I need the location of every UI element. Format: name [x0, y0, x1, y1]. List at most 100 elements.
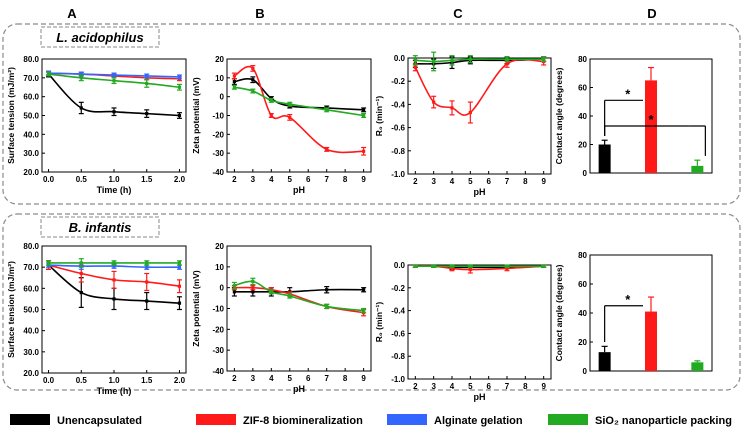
- y-tick-label: 30.0: [23, 348, 39, 357]
- y-tick-label: -0.4: [391, 100, 405, 109]
- x-tick-label: 2.0: [174, 175, 186, 184]
- data-point: [79, 290, 83, 295]
- data-point: [362, 113, 366, 118]
- plot-frame: [226, 245, 372, 372]
- x-tick-label: 1.5: [141, 175, 153, 184]
- data-point: [468, 264, 472, 268]
- x-tick-label: 0.5: [76, 175, 88, 184]
- y-tick-label: 40: [578, 112, 587, 121]
- data-point: [177, 261, 182, 265]
- data-point: [450, 58, 454, 62]
- data-point: [112, 261, 116, 265]
- x-tick-label: 4: [450, 177, 455, 186]
- x-tick-label: 7: [505, 382, 510, 391]
- x-tick-label: 9: [361, 374, 366, 383]
- plot-frame: [407, 57, 552, 175]
- y-tick-label: 40.0: [23, 327, 39, 336]
- y-tick-label: 20: [215, 242, 224, 251]
- y-tick-label: 60.0: [23, 284, 39, 293]
- data-point: [145, 74, 149, 78]
- data-point: [251, 286, 255, 290]
- y-tick-label: 70.0: [23, 74, 39, 83]
- legend-swatch: [10, 414, 50, 425]
- data-point: [145, 265, 149, 269]
- data-point: [362, 108, 366, 112]
- y-tick-label: 10: [215, 263, 224, 272]
- data-point: [288, 102, 292, 106]
- y-tick-label: 0.0: [394, 261, 406, 270]
- y-tick-label: 50.0: [23, 112, 39, 121]
- data-point: [251, 290, 255, 294]
- y-tick-label: 0: [583, 169, 588, 178]
- data-point: [413, 58, 417, 62]
- data-point: [362, 308, 366, 313]
- y-tick-label: -20: [212, 325, 224, 334]
- bar: [598, 352, 611, 371]
- row-label-box-1: [40, 26, 160, 48]
- y-tick-label: -0.6: [391, 124, 405, 133]
- data-point: [362, 149, 366, 153]
- legend: Unencapsulated ZIF-8 biomineralization Alg…: [10, 414, 732, 427]
- data-point: [145, 81, 149, 86]
- data-point: [79, 106, 83, 110]
- chart-D1: 0 20 40 60 80 Contact angle (degrees) * *: [554, 55, 713, 178]
- y-tick-label: 50.0: [23, 306, 39, 315]
- x-tick-label: 9: [361, 175, 366, 184]
- data-point: [542, 57, 546, 61]
- data-point: [288, 115, 292, 119]
- data-point: [269, 98, 273, 103]
- x-tick-label: 9: [541, 382, 546, 391]
- series-line: [234, 280, 364, 312]
- x-tick-label: 6: [486, 177, 491, 186]
- chart-D2: 0 20 40 60 80 Contact angle (degrees) *: [554, 251, 713, 376]
- y-tick-label: 60.0: [23, 93, 39, 102]
- data-point: [177, 301, 182, 305]
- x-axis-label: Time (h): [97, 386, 132, 396]
- data-point: [251, 89, 255, 93]
- y-axis-label: R₀ (min⁻¹): [374, 96, 384, 137]
- row-label-1: L. acidophilus: [56, 30, 143, 45]
- x-tick-label: 1.5: [141, 376, 153, 385]
- data-point: [269, 113, 273, 118]
- y-tick-label: 70.0: [23, 263, 39, 272]
- data-point: [232, 85, 236, 89]
- x-tick-label: 7: [324, 175, 329, 184]
- y-tick-label: 20: [578, 141, 587, 150]
- x-tick-label: 2: [232, 175, 237, 184]
- y-axis-label: Contact angle (degrees): [554, 67, 564, 164]
- data-point: [112, 264, 116, 268]
- y-tick-label: 80.0: [23, 55, 39, 64]
- data-point: [432, 59, 436, 64]
- y-tick-label: 20: [578, 338, 587, 347]
- series-line: [415, 58, 544, 63]
- x-tick-label: 0.0: [43, 376, 55, 385]
- y-axis-label: Surface tension (mJ/m²): [6, 261, 16, 358]
- data-point: [112, 278, 116, 282]
- y-tick-label: 0: [220, 284, 225, 293]
- x-axis-label: Time (h): [97, 185, 132, 195]
- row-panel-2: [2, 213, 741, 391]
- data-point: [79, 76, 83, 80]
- significance-star: *: [625, 86, 631, 101]
- x-tick-label: 0.5: [76, 376, 88, 385]
- x-tick-label: 5: [288, 175, 293, 184]
- x-tick-label: 5: [468, 382, 473, 391]
- data-point: [232, 80, 236, 84]
- y-tick-label: 0: [220, 93, 225, 102]
- data-point: [542, 264, 546, 268]
- y-tick-label: -30: [212, 346, 224, 355]
- x-axis-label: pH: [293, 384, 305, 394]
- row-panel-1: [2, 23, 741, 205]
- series-line: [234, 86, 364, 117]
- data-point: [46, 72, 51, 76]
- data-point: [325, 147, 329, 151]
- y-tick-label: 20.0: [23, 369, 39, 378]
- series-line: [234, 77, 364, 111]
- y-tick-label: -10: [212, 305, 224, 314]
- x-tick-label: 8: [523, 382, 528, 391]
- x-tick-label: 4: [269, 175, 274, 184]
- y-tick-label: 60: [578, 84, 587, 93]
- data-point: [177, 113, 182, 118]
- data-point: [362, 288, 366, 292]
